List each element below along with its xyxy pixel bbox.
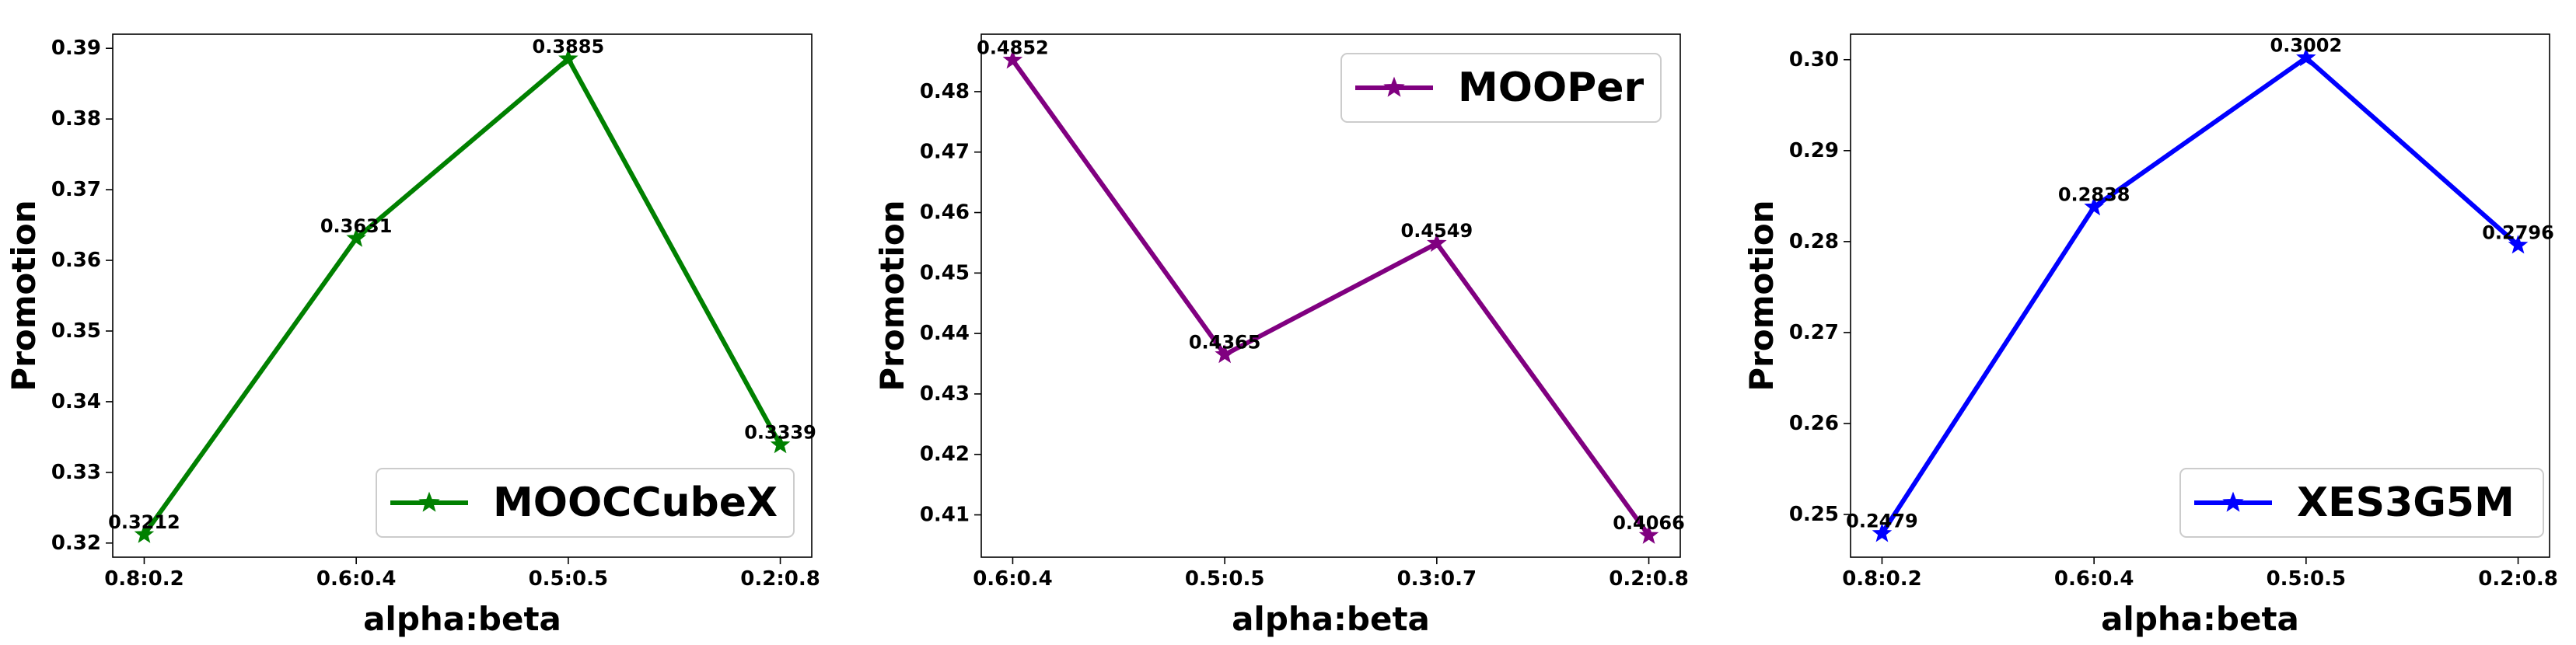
data-label: 0.3339 <box>744 421 816 443</box>
data-label: 0.4852 <box>977 37 1049 58</box>
y-tick-label: 0.41 <box>920 504 970 527</box>
x-axis-label: alpha:beta <box>2101 600 2299 638</box>
y-axis-label: Promotion <box>5 200 43 391</box>
x-tick-label: 0.6:0.4 <box>2054 567 2134 591</box>
data-label: 0.4066 <box>1613 512 1685 534</box>
data-label: 0.3885 <box>533 36 605 58</box>
legend-marker <box>1383 76 1405 97</box>
y-tick-label: 0.38 <box>51 107 101 131</box>
x-tick-label: 0.8:0.2 <box>104 567 184 591</box>
y-tick-label: 0.30 <box>1789 48 1839 71</box>
series-line <box>1879 54 2520 535</box>
y-tick-label: 0.39 <box>51 37 101 60</box>
data-point <box>770 434 791 454</box>
data-point <box>558 48 578 68</box>
legend-box <box>376 468 795 538</box>
legend-label: XES3G5M <box>2297 479 2515 526</box>
data-label: 0.3002 <box>2270 34 2343 56</box>
y-tick-label: 0.42 <box>920 443 970 466</box>
y-tick-label: 0.26 <box>1789 412 1839 435</box>
y-tick-label: 0.43 <box>920 382 970 406</box>
y-tick-label: 0.37 <box>51 178 101 201</box>
plot-frame <box>112 33 813 558</box>
plot-frame <box>1850 33 2550 558</box>
data-label: 0.4365 <box>1189 331 1261 353</box>
x-tick-label: 0.5:0.5 <box>2267 567 2347 591</box>
legend-box <box>2179 468 2544 538</box>
legend-box <box>1340 53 1662 123</box>
y-tick-label: 0.36 <box>51 249 101 272</box>
plot-frame <box>980 33 1681 558</box>
data-point <box>1002 50 1023 69</box>
data-label: 0.3212 <box>108 511 180 533</box>
data-point <box>346 228 366 247</box>
x-tick-label: 0.3:0.7 <box>1397 567 1477 591</box>
y-tick-label: 0.44 <box>920 322 970 345</box>
y-tick-label: 0.27 <box>1789 321 1839 344</box>
y-tick-label: 0.25 <box>1789 503 1839 526</box>
data-point <box>134 524 155 543</box>
series-line <box>1011 58 1651 537</box>
chart-panel-2: 0.41 0.42 0.43 0.44 0.45 0.46 0.47 0.48 0.6:0.4 0… <box>873 33 1689 638</box>
y-tick-label: 0.32 <box>51 532 101 555</box>
data-point <box>1872 523 1893 542</box>
x-tick-label: 0.8:0.2 <box>1842 567 1922 591</box>
y-axis-label: Promotion <box>1742 200 1781 391</box>
data-label: 0.3631 <box>320 215 393 237</box>
x-tick-label: 0.2:0.8 <box>740 567 820 591</box>
data-label: 0.2838 <box>2058 183 2130 205</box>
y-tick-label: 0.48 <box>920 80 970 103</box>
data-point <box>1215 343 1235 364</box>
data-label: 0.2479 <box>1846 511 1918 532</box>
y-tick-label: 0.29 <box>1789 139 1839 162</box>
data-label: 0.4549 <box>1401 220 1473 242</box>
y-tick-label: 0.45 <box>920 261 970 284</box>
legend-marker <box>2222 491 2244 512</box>
data-point <box>1638 525 1659 544</box>
chart-panel-1: 0.32 0.33 0.34 0.35 0.36 0.37 0.38 0.39 0.8:0.2 0… <box>5 33 820 638</box>
legend-marker <box>418 491 440 512</box>
data-point <box>2084 196 2104 216</box>
data-point <box>2508 235 2529 254</box>
y-tick-label: 0.34 <box>51 390 101 413</box>
chart-panel-3: 0.25 0.26 0.27 0.28 0.29 0.30 0.8:0.2 0.6:0.4 0.… <box>1742 33 2558 638</box>
data-point <box>2296 47 2316 67</box>
x-tick-label: 0.6:0.4 <box>973 567 1053 591</box>
x-axis-label: alpha:beta <box>363 600 561 638</box>
y-axis-label: Promotion <box>873 200 911 391</box>
y-tick-label: 0.28 <box>1789 230 1839 253</box>
legend-label: MOOPer <box>1458 64 1645 111</box>
x-tick-label: 0.6:0.4 <box>316 567 397 591</box>
x-axis-label: alpha:beta <box>1232 600 1430 638</box>
legend-label: MOOCCubeX <box>493 479 778 526</box>
series-line <box>142 55 783 536</box>
x-tick-label: 0.2:0.8 <box>1609 567 1689 591</box>
x-tick-label: 0.5:0.5 <box>529 567 609 591</box>
x-tick-label: 0.5:0.5 <box>1185 567 1265 591</box>
data-label: 0.2796 <box>2482 222 2554 244</box>
y-tick-label: 0.47 <box>920 141 970 164</box>
y-tick-label: 0.35 <box>51 319 101 343</box>
y-tick-label: 0.46 <box>920 201 970 225</box>
y-tick-label: 0.33 <box>51 461 101 484</box>
data-point <box>1427 232 1447 253</box>
x-tick-label: 0.2:0.8 <box>2478 567 2558 591</box>
